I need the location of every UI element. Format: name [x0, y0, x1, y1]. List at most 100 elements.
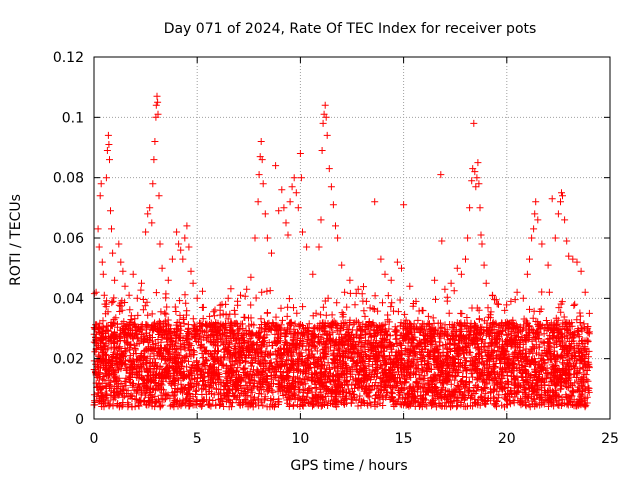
background-point: [392, 335, 400, 343]
background-point: [226, 310, 234, 318]
background-point: [216, 311, 224, 319]
background-point: [554, 316, 562, 324]
background-point: [341, 288, 349, 296]
background-point: [139, 306, 147, 314]
background-point: [446, 339, 454, 347]
background-point: [445, 309, 453, 317]
background-point: [397, 319, 405, 327]
background-point: [144, 311, 152, 319]
background-point: [360, 283, 367, 291]
background-point: [347, 399, 355, 407]
background-point: [338, 309, 346, 317]
background-scatter: [90, 283, 593, 411]
background-point: [216, 301, 224, 309]
background-point: [333, 299, 341, 307]
background-point: [157, 308, 165, 316]
background-point: [584, 377, 592, 385]
background-point: [293, 309, 301, 317]
background-point: [356, 392, 364, 400]
background-point: [526, 305, 533, 313]
background-point: [210, 312, 218, 320]
background-point: [411, 402, 419, 410]
background-point: [182, 353, 190, 361]
background-point: [127, 312, 135, 320]
background-point: [447, 380, 455, 388]
background-point: [304, 355, 312, 363]
background-point: [305, 320, 313, 328]
background-point: [545, 288, 553, 296]
background-point: [131, 403, 139, 411]
background-point: [530, 386, 538, 394]
background-point: [143, 298, 151, 306]
background-point: [313, 347, 321, 355]
background-point: [553, 341, 561, 349]
background-point: [457, 399, 465, 406]
background-point: [285, 295, 293, 303]
background-point: [148, 310, 156, 318]
background-point: [524, 378, 532, 386]
background-point: [197, 320, 205, 327]
background-point: [290, 304, 297, 312]
background-point: [317, 311, 325, 319]
background-point: [549, 332, 557, 340]
background-point: [474, 344, 482, 352]
background-point: [265, 339, 273, 346]
background-point: [558, 298, 566, 306]
background-point: [139, 296, 147, 303]
background-point: [152, 289, 160, 297]
background-point: [576, 312, 584, 320]
background-point: [127, 378, 135, 386]
background-point: [555, 304, 563, 312]
background-point: [240, 313, 248, 321]
background-point: [556, 385, 564, 393]
background-point: [127, 391, 135, 399]
background-point: [263, 287, 271, 295]
background-point: [163, 303, 171, 311]
background-point: [234, 301, 242, 309]
background-point: [137, 286, 145, 294]
background-point: [258, 288, 266, 296]
background-point: [236, 325, 244, 332]
background-point: [570, 302, 578, 309]
background-point: [401, 310, 409, 318]
background-point: [329, 372, 337, 380]
background-point: [241, 292, 249, 300]
background-point: [161, 309, 169, 317]
background-point: [484, 304, 492, 312]
background-point: [134, 311, 142, 319]
background-point: [384, 316, 392, 324]
background-point: [109, 396, 117, 404]
background-point: [379, 299, 386, 307]
background-point: [487, 308, 495, 316]
background-point: [351, 301, 359, 309]
background-point: [409, 302, 417, 310]
background-point: [284, 303, 292, 311]
background-point: [432, 295, 439, 303]
background-point: [392, 328, 400, 336]
background-point: [263, 309, 271, 317]
background-point: [283, 312, 291, 320]
background-point: [193, 396, 201, 404]
background-point: [272, 355, 280, 363]
background-point: [309, 402, 316, 410]
background-point: [211, 306, 219, 314]
background-point: [538, 288, 546, 296]
background-point: [520, 379, 528, 387]
background-point: [257, 315, 265, 323]
background-point: [562, 391, 570, 399]
background-point: [503, 331, 511, 339]
background-point: [166, 402, 174, 410]
background-point: [272, 313, 280, 321]
background-point: [450, 287, 458, 295]
background-point: [560, 313, 568, 321]
background-point: [210, 308, 218, 316]
background-point: [479, 336, 487, 343]
background-point: [181, 291, 189, 299]
background-point: [141, 302, 149, 310]
background-point: [126, 352, 134, 360]
background-point: [571, 300, 579, 308]
background-point: [354, 402, 362, 410]
background-point: [343, 303, 351, 311]
background-point: [199, 287, 206, 295]
